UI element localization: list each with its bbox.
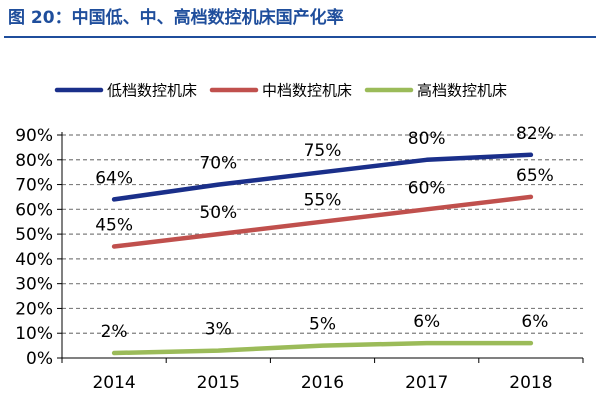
data-label: 5% bbox=[309, 315, 336, 335]
data-label: 3% bbox=[205, 320, 232, 340]
y-tick-label: 20% bbox=[15, 299, 53, 319]
y-tick-label: 90% bbox=[15, 126, 53, 146]
data-label: 50% bbox=[199, 203, 237, 223]
data-label: 6% bbox=[413, 312, 440, 332]
series-line-2 bbox=[111, 194, 534, 249]
data-label: 2% bbox=[101, 322, 128, 342]
data-label: 70% bbox=[199, 154, 237, 174]
series-line-3 bbox=[111, 340, 534, 356]
title-divider bbox=[4, 36, 596, 38]
y-tick-label: 10% bbox=[15, 324, 53, 344]
series-line-1 bbox=[111, 152, 534, 202]
legend-label: 低档数控机床 bbox=[107, 82, 197, 100]
data-label: 60% bbox=[408, 178, 446, 198]
data-label: 55% bbox=[304, 191, 342, 211]
data-label: 64% bbox=[95, 168, 133, 188]
x-tick-label: 2015 bbox=[197, 373, 240, 393]
y-tick-label: 50% bbox=[15, 225, 53, 245]
x-tick-label: 2017 bbox=[405, 373, 448, 393]
data-label: 45% bbox=[95, 216, 133, 236]
y-tick-label: 0% bbox=[26, 349, 53, 369]
data-label: 6% bbox=[521, 312, 548, 332]
y-tick-label: 30% bbox=[15, 275, 53, 295]
legend-label: 高档数控机床 bbox=[417, 82, 507, 100]
y-tick-label: 80% bbox=[15, 151, 53, 171]
y-tick-label: 70% bbox=[15, 176, 53, 196]
y-tick-label: 60% bbox=[15, 200, 53, 220]
data-label: 80% bbox=[408, 129, 446, 149]
x-tick-label: 2018 bbox=[509, 373, 552, 393]
y-tick-label: 40% bbox=[15, 250, 53, 270]
legend-label: 中档数控机床 bbox=[262, 82, 352, 100]
x-tick-label: 2016 bbox=[301, 373, 344, 393]
x-tick-label: 2014 bbox=[92, 373, 135, 393]
figure-title: 图 20：中国低、中、高档数控机床国产化率 bbox=[8, 8, 344, 28]
data-label: 82% bbox=[516, 124, 554, 144]
data-label: 65% bbox=[516, 166, 554, 186]
data-label: 75% bbox=[304, 141, 342, 161]
